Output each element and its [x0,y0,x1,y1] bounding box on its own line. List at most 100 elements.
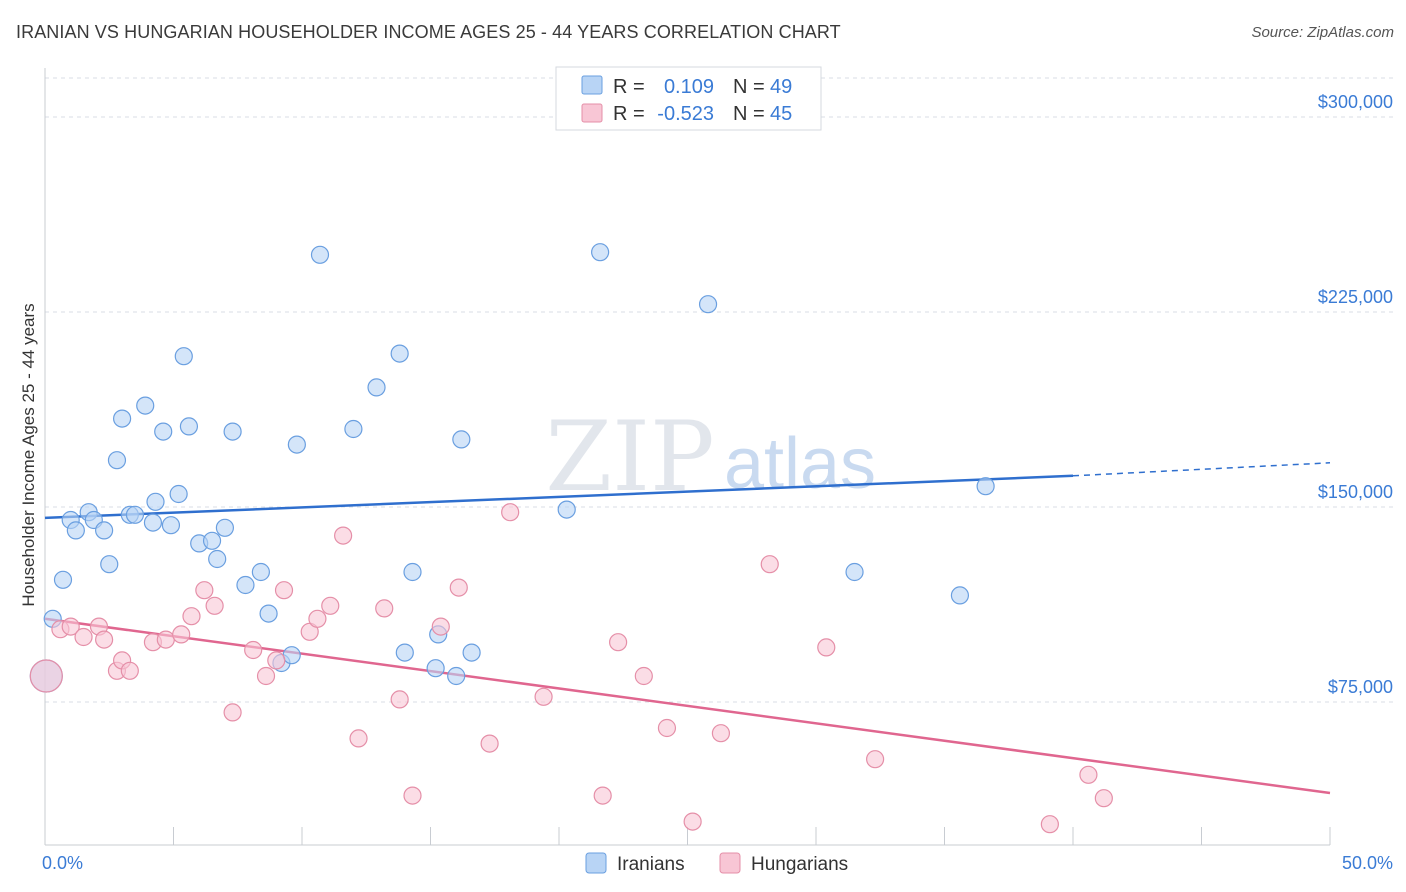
point-hungarians [29,659,63,693]
point-iranians [100,555,119,574]
point-iranians [179,417,199,436]
point-hungarians [95,630,114,649]
x-tick-labels: 0.0% 50.0% [42,853,1393,873]
point-hungarians [321,596,340,615]
point-iranians [143,513,163,532]
point-iranians [202,531,222,550]
point-iranians [452,430,471,449]
point-iranians [215,518,234,537]
legend-n-label-2: N = [733,103,765,125]
point-hungarians [334,526,353,545]
point-iranians [976,477,995,496]
point-iranians [66,521,85,540]
point-hungarians [74,627,93,647]
point-hungarians [683,812,702,831]
point-hungarians [61,617,80,636]
point-hungarians [403,786,422,805]
point-hungarians [480,734,499,753]
point-iranians [161,516,181,535]
point-iranians [344,419,363,439]
legend-n-value-1: 49 [770,76,792,98]
point-hungarians [274,581,294,600]
point-iranians [390,344,409,363]
trend-line-iranians [44,474,1074,520]
point-iranians [146,492,165,511]
y-axis-title: Householder Income Ages 25 - 44 years [19,303,38,606]
point-hungarians [182,607,201,626]
legend-n-label-1: N = [733,76,765,98]
point-hungarians [205,596,224,615]
point-iranians [845,562,864,582]
point-hungarians [817,638,836,657]
y-tick-labels: $75,000 $150,000 $225,000 $300,000 [1318,92,1393,697]
point-hungarians [244,640,263,660]
point-hungarians [760,555,779,574]
point-hungarians [534,687,553,706]
point-hungarians [267,651,286,670]
point-iranians [174,347,193,366]
point-iranians [53,570,73,589]
point-iranians [310,245,330,264]
y-tick-label: $300,000 [1318,92,1393,112]
data-points [29,243,1113,834]
legend-n-value-2: 45 [770,103,792,125]
point-hungarians [593,786,612,805]
correlation-legend: R = 0.109 N = 49 R = -0.523 N = 45 [555,66,822,131]
point-hungarians [1079,765,1098,784]
bottom-legend-hungarians: Hungarians [751,854,848,875]
y-tick-label: $225,000 [1318,287,1393,307]
point-iranians [447,666,466,686]
chart-title: IRANIAN VS HUNGARIAN HOUSEHOLDER INCOME … [16,22,841,42]
point-hungarians [657,718,677,738]
point-hungarians [449,578,468,597]
point-hungarians [375,599,394,618]
point-iranians [169,484,188,504]
point-hungarians [866,750,885,769]
point-hungarians [308,609,327,628]
y-tick-label: $150,000 [1318,482,1393,502]
point-iranians [462,643,481,662]
point-iranians [154,422,173,441]
grid-lines [45,77,1393,703]
point-hungarians [256,666,276,686]
point-hungarians [223,703,242,722]
point-iranians [557,500,576,519]
point-hungarians [390,690,409,709]
point-hungarians [156,630,175,649]
point-iranians [251,562,270,582]
x-tick-label-max: 50.0% [1342,853,1393,873]
point-iranians [107,451,127,470]
point-iranians [259,604,278,623]
point-hungarians [711,724,731,743]
point-hungarians [501,503,520,522]
point-iranians [698,295,718,314]
bottom-legend-swatch-hungarians [719,852,741,874]
bottom-legend-swatch-iranians [585,852,607,874]
bottom-legend-iranians: Iranians [617,854,685,875]
x-tick-label-min: 0.0% [42,853,83,873]
y-tick-label: $75,000 [1328,677,1393,697]
point-hungarians [1040,815,1059,834]
point-iranians [223,422,242,441]
legend-r-value-1: 0.109 [664,76,714,98]
point-hungarians [609,633,628,652]
point-hungarians [349,729,368,748]
legend-swatch-iranians [581,75,603,95]
source-label: Source: ZipAtlas.com [1251,24,1394,41]
point-iranians [287,435,306,454]
point-iranians [112,409,132,428]
point-iranians [208,549,227,569]
point-iranians [950,586,970,605]
trend-line-iranians-extension [1072,462,1331,477]
point-iranians [426,659,445,678]
point-iranians [125,505,145,524]
point-iranians [236,575,255,595]
point-iranians [136,396,155,415]
point-hungarians [431,617,450,636]
series-legend: Iranians Hungarians [585,852,848,875]
point-hungarians [120,661,139,680]
point-hungarians [195,581,214,600]
point-iranians [403,562,422,582]
point-hungarians [1094,789,1113,808]
